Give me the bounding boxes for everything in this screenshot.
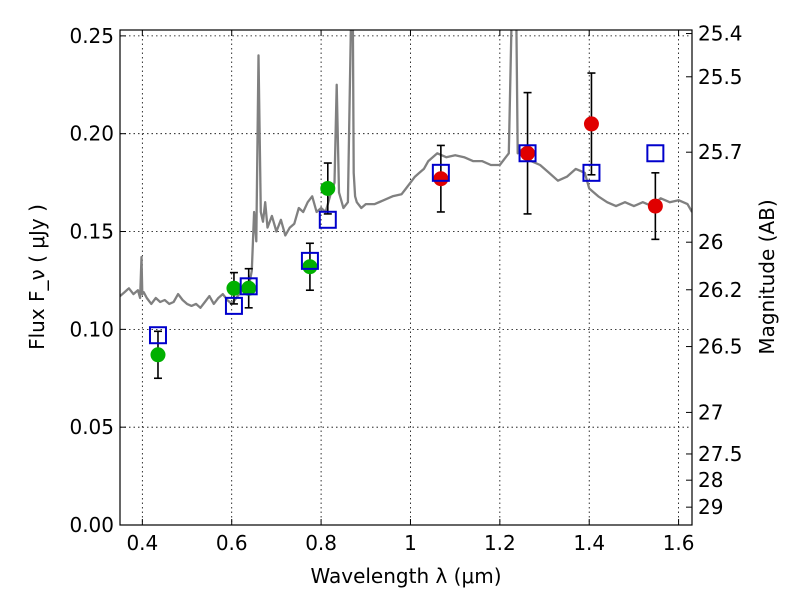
x-tick-label: 1.4 [573, 531, 605, 555]
spectrum-line [120, 30, 692, 309]
right-ticks: 25.4 25.5 25.7 26 26.2 26.5 27 27.528 29 [686, 22, 743, 519]
model-point [318, 210, 337, 229]
data-point [241, 280, 257, 296]
right-tick-label: 25.7 [698, 140, 743, 164]
data-point [433, 171, 449, 187]
right-tick-label: 25.5 [698, 65, 743, 89]
data-point [647, 198, 663, 214]
y-tick-label: 0.20 [69, 122, 114, 146]
data-point [520, 145, 536, 161]
plot-frame [119, 29, 693, 526]
data-point [302, 259, 318, 275]
right-tick-label: 25.4 [698, 22, 743, 46]
right-tick-label: 26.2 [698, 278, 743, 302]
right-tick-label: 27.5 [698, 442, 743, 466]
model-point [646, 144, 665, 163]
data-point [226, 280, 242, 296]
y-tick-label: 0.25 [69, 24, 114, 48]
model-point [582, 163, 601, 182]
points-layer [148, 72, 665, 380]
right-axis-title: Magnitude (AB) [755, 199, 779, 354]
x-tick-label: 0.8 [305, 531, 337, 555]
right-tick-label: 26 [698, 230, 723, 254]
model-point [239, 277, 258, 296]
x-tick-label: 0.6 [216, 531, 248, 555]
y-tick-label: 0.15 [69, 220, 114, 244]
model-point [300, 251, 319, 270]
x-tick-label: 1.6 [663, 531, 695, 555]
right-tick-label: 27 [698, 400, 723, 424]
spectrum-layer [120, 30, 692, 309]
data-point [150, 347, 166, 363]
y-ticks: 0.00 0.05 0.10 0.15 0.20 0.25 [69, 24, 126, 537]
x-tick-label: 0.4 [126, 531, 158, 555]
x-tick-label: 1 [404, 531, 417, 555]
data-point [320, 180, 336, 196]
model-point [224, 296, 243, 315]
data-point [583, 116, 599, 132]
model-point [148, 326, 167, 345]
grid-layer [120, 30, 692, 526]
right-tick-label: 26.5 [698, 335, 743, 359]
x-tick-label: 1.2 [484, 531, 516, 555]
y-tick-label: 0.05 [69, 415, 114, 439]
model-point [431, 163, 450, 182]
x-axis-title: Wavelength λ (μm) [310, 564, 501, 588]
right-tick-label: 28 [698, 468, 723, 492]
y-tick-label: 0.00 [69, 513, 114, 537]
y-tick-label: 0.10 [69, 317, 114, 341]
model-point [518, 144, 537, 163]
y-axis-title: Flux F_ν ( μJy ) [25, 204, 49, 350]
right-tick-label: 29 [698, 495, 723, 519]
x-ticks: 0.4 0.6 0.8 1 1.2 1.4 1.6 [126, 30, 695, 555]
